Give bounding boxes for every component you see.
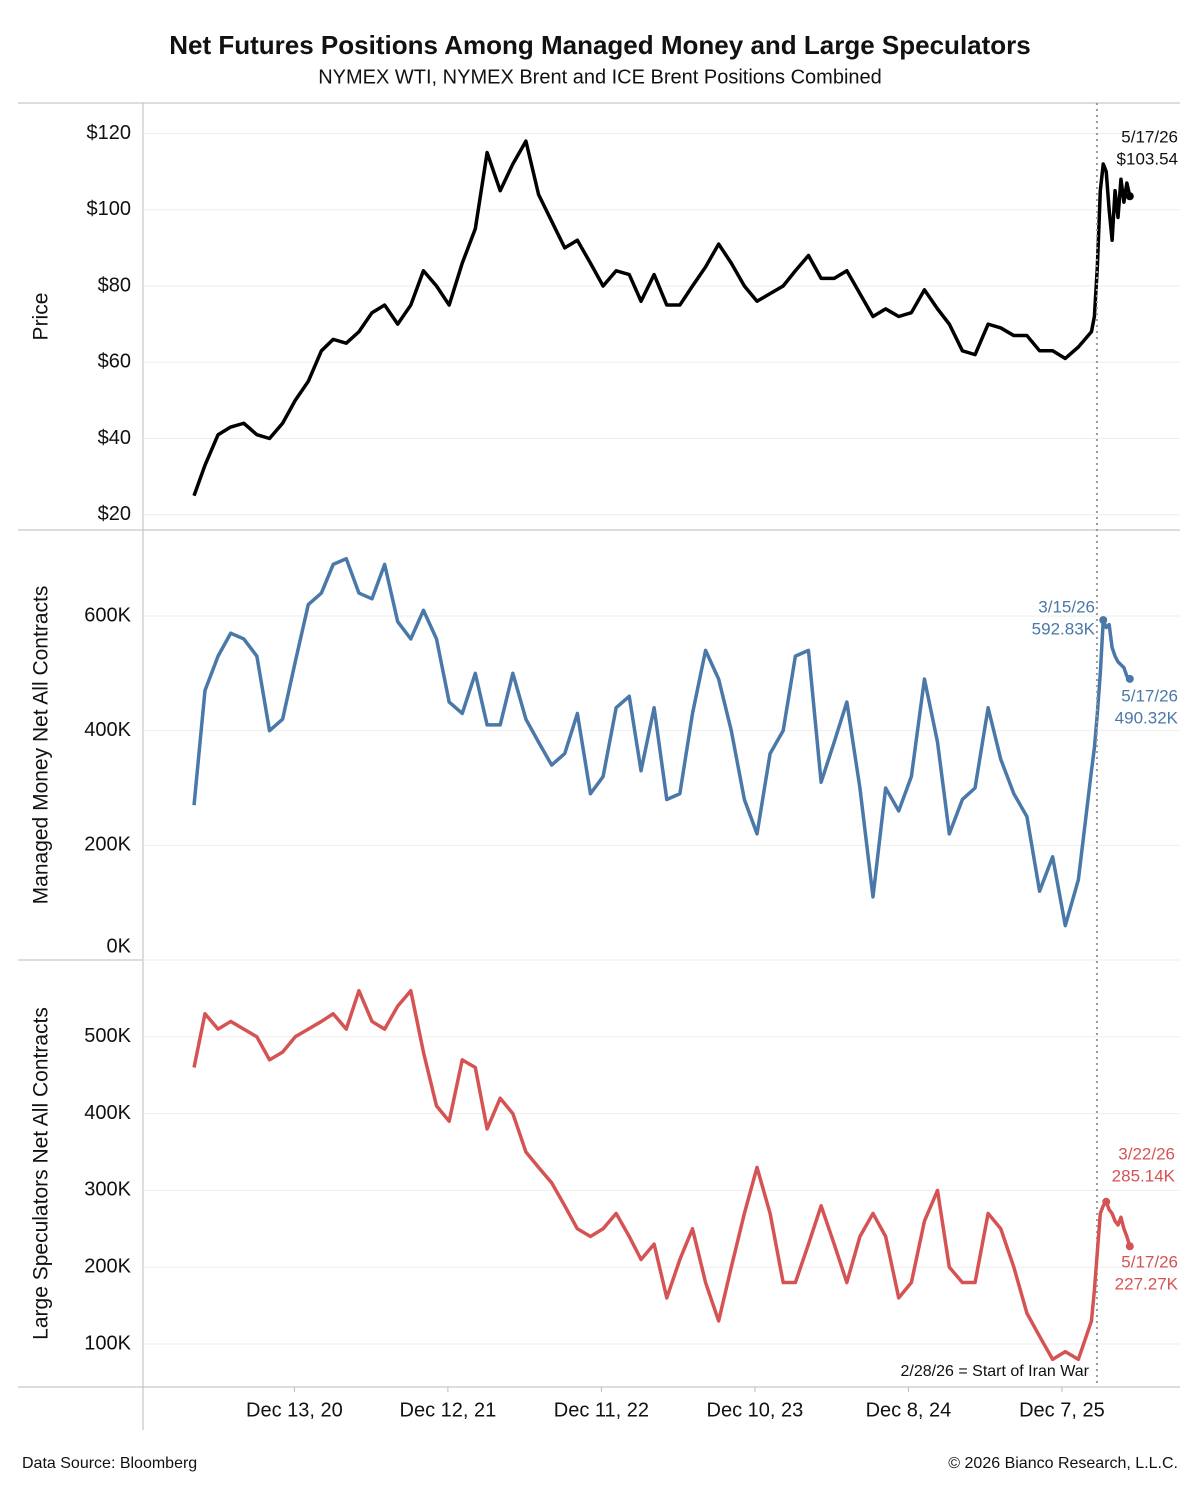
y-tick-label: $80 <box>98 274 131 296</box>
y-tick-label: 400K <box>84 1102 131 1124</box>
y-tick-label: $120 <box>87 122 132 144</box>
source-note: Data Source: Bloomberg <box>22 1455 197 1472</box>
x-tick-label: Dec 12, 21 <box>400 1399 497 1421</box>
annotation: $103.54 <box>1117 149 1178 168</box>
annotation: 285.14K <box>1112 1166 1176 1185</box>
x-tick-label: Dec 11, 22 <box>554 1399 649 1421</box>
event-label: 2/28/26 = Start of Iran War <box>901 1363 1090 1380</box>
chart-title: Net Futures Positions Among Managed Mone… <box>169 30 1031 60</box>
y-axis-title: Managed Money Net All Contracts <box>30 586 53 905</box>
y-tick-label: $20 <box>98 503 131 525</box>
y-axis-title: Large Speculators Net All Contracts <box>30 1007 53 1340</box>
annotation: 490.32K <box>1115 708 1179 727</box>
x-tick-label: Dec 8, 24 <box>866 1399 952 1421</box>
annotation: 5/17/26 <box>1121 127 1178 146</box>
annotated-point <box>1125 674 1134 683</box>
y-tick-label: 300K <box>84 1179 131 1201</box>
annotated-point <box>1099 616 1108 625</box>
x-tick-label: Dec 13, 20 <box>246 1399 343 1421</box>
copyright: © 2026 Bianco Research, L.L.C. <box>948 1455 1178 1472</box>
series-line <box>192 988 1132 1362</box>
y-tick-label: $40 <box>98 427 131 449</box>
x-tick-label: Dec 7, 25 <box>1019 1399 1105 1421</box>
y-tick-label: 100K <box>84 1332 131 1354</box>
y-tick-label: 0K <box>107 935 132 957</box>
y-tick-label: 200K <box>84 834 131 856</box>
annotation: 592.83K <box>1032 619 1096 638</box>
y-axis-title: Price <box>30 293 53 341</box>
chart-subtitle: NYMEX WTI, NYMEX Brent and ICE Brent Pos… <box>318 66 882 88</box>
annotated-point <box>1102 1197 1111 1206</box>
y-tick-label: 600K <box>84 604 131 626</box>
annotation: 5/17/26 <box>1121 1252 1178 1271</box>
annotation: 3/15/26 <box>1038 597 1095 616</box>
annotated-point <box>1125 192 1134 201</box>
series-line <box>192 139 1132 497</box>
y-tick-label: $100 <box>87 198 132 220</box>
y-tick-label: $60 <box>98 351 131 373</box>
y-tick-label: 500K <box>84 1025 131 1047</box>
y-tick-label: 400K <box>84 719 131 741</box>
annotation: 3/22/26 <box>1118 1144 1175 1163</box>
annotated-point <box>1125 1242 1134 1251</box>
series-line <box>192 556 1131 928</box>
annotation: 5/17/26 <box>1121 686 1178 705</box>
y-tick-label: 200K <box>84 1255 131 1277</box>
annotation: 227.27K <box>1115 1274 1179 1293</box>
x-tick-label: Dec 10, 23 <box>707 1399 804 1421</box>
